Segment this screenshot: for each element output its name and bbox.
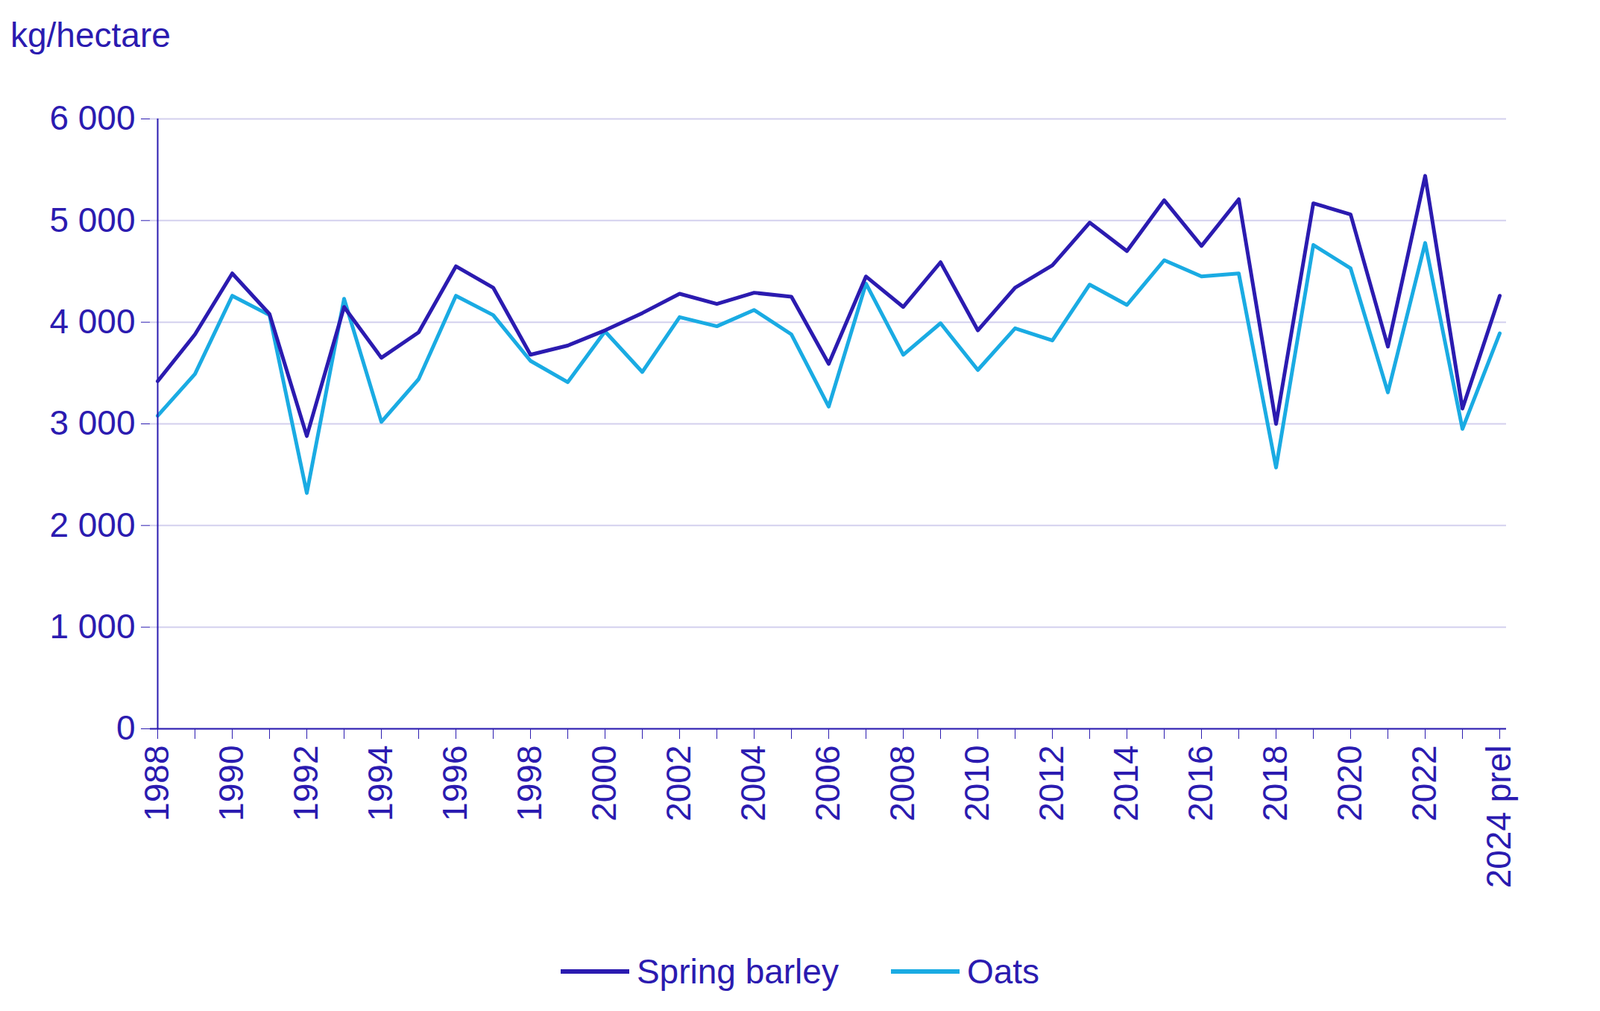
svg-text:4 000: 4 000 <box>49 301 135 341</box>
svg-text:1996: 1996 <box>435 745 475 822</box>
svg-text:3 000: 3 000 <box>49 403 135 443</box>
svg-text:2014: 2014 <box>1106 745 1146 822</box>
svg-text:2016: 2016 <box>1180 745 1220 822</box>
svg-text:2020: 2020 <box>1330 745 1369 822</box>
svg-text:2012: 2012 <box>1031 745 1071 822</box>
svg-text:2004: 2004 <box>733 745 773 822</box>
svg-text:2006: 2006 <box>808 745 847 822</box>
svg-text:2024 prel: 2024 prel <box>1479 745 1518 889</box>
html-text:Spring barley: Spring barley <box>636 952 839 991</box>
svg-text:1 000: 1 000 <box>49 606 135 646</box>
svg-text:0: 0 <box>116 708 136 748</box>
svg-text:6 000: 6 000 <box>49 98 135 138</box>
svg-text:2002: 2002 <box>659 745 698 822</box>
html-text:Oats: Oats <box>966 952 1040 991</box>
svg-text:5 000: 5 000 <box>49 200 135 240</box>
svg-text:1998: 1998 <box>509 745 549 822</box>
svg-text:1990: 1990 <box>211 745 251 822</box>
svg-text:1992: 1992 <box>286 745 326 822</box>
svg-text:2008: 2008 <box>882 745 922 822</box>
svg-text:1994: 1994 <box>360 745 400 822</box>
svg-text:2022: 2022 <box>1404 745 1444 822</box>
svg-text:2 000: 2 000 <box>49 505 135 545</box>
svg-text:2000: 2000 <box>584 745 624 822</box>
svg-text:2010: 2010 <box>957 745 997 822</box>
svg-text:2018: 2018 <box>1255 745 1295 822</box>
html-text:kg/hectare: kg/hectare <box>10 15 171 55</box>
svg-text:1988: 1988 <box>137 745 176 822</box>
